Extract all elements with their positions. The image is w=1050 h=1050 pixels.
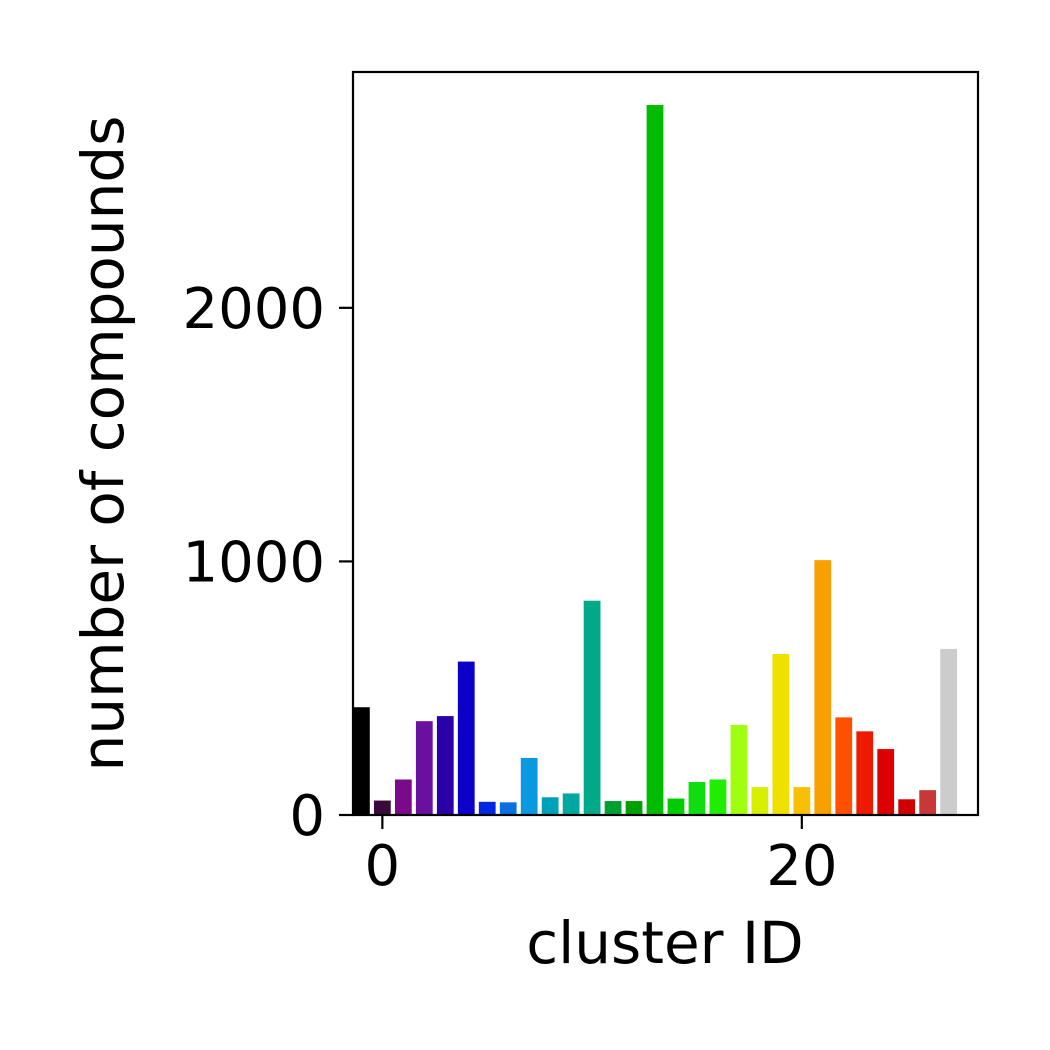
bar-cluster-19 [772,653,790,815]
bar-cluster-25 [898,799,916,815]
bar-cluster-23 [856,731,874,815]
bar-cluster-18 [751,787,769,815]
bar-cluster-21 [814,560,832,815]
bar-cluster-2 [415,721,433,815]
bar-cluster-14 [667,798,685,815]
x-tick-label: 0 [365,834,401,899]
x-tick-label: 20 [766,834,837,899]
bar-cluster-5 [478,801,496,815]
bar-cluster-0 [373,800,391,815]
bar-cluster-1 [394,779,412,815]
y-tick-label: 1000 [182,530,325,595]
bar-cluster-15 [688,782,706,815]
bar-cluster-12 [625,801,643,815]
bar-cluster-10 [583,600,601,815]
bar-cluster-7 [520,757,538,815]
bar-cluster-6 [499,802,517,815]
bar-cluster-11 [604,801,622,815]
bar-cluster-3 [436,716,454,815]
bar-cluster-17 [730,724,748,815]
y-tick-label: 2000 [182,277,325,342]
plot-frame [351,70,980,817]
bar-cluster-26 [919,790,937,815]
y-tick-label: 0 [289,784,325,849]
bar-cluster--1 [353,707,370,815]
bar-cluster-16 [709,779,727,815]
bar-cluster-9 [562,793,580,815]
ticks-group: 0 20 0 1000 2000 [182,277,837,899]
bars-group [353,104,958,816]
bar-cluster-27 [940,648,958,815]
y-axis-label: number of compounds [69,116,137,772]
bar-cluster-4 [457,661,475,815]
x-axis-label: cluster ID [526,909,803,977]
bar-cluster-8 [541,797,559,815]
bar-cluster-22 [835,717,853,815]
bar-cluster-20 [793,787,811,815]
bar-cluster-24 [877,749,895,815]
bar-cluster-13 [646,104,664,816]
